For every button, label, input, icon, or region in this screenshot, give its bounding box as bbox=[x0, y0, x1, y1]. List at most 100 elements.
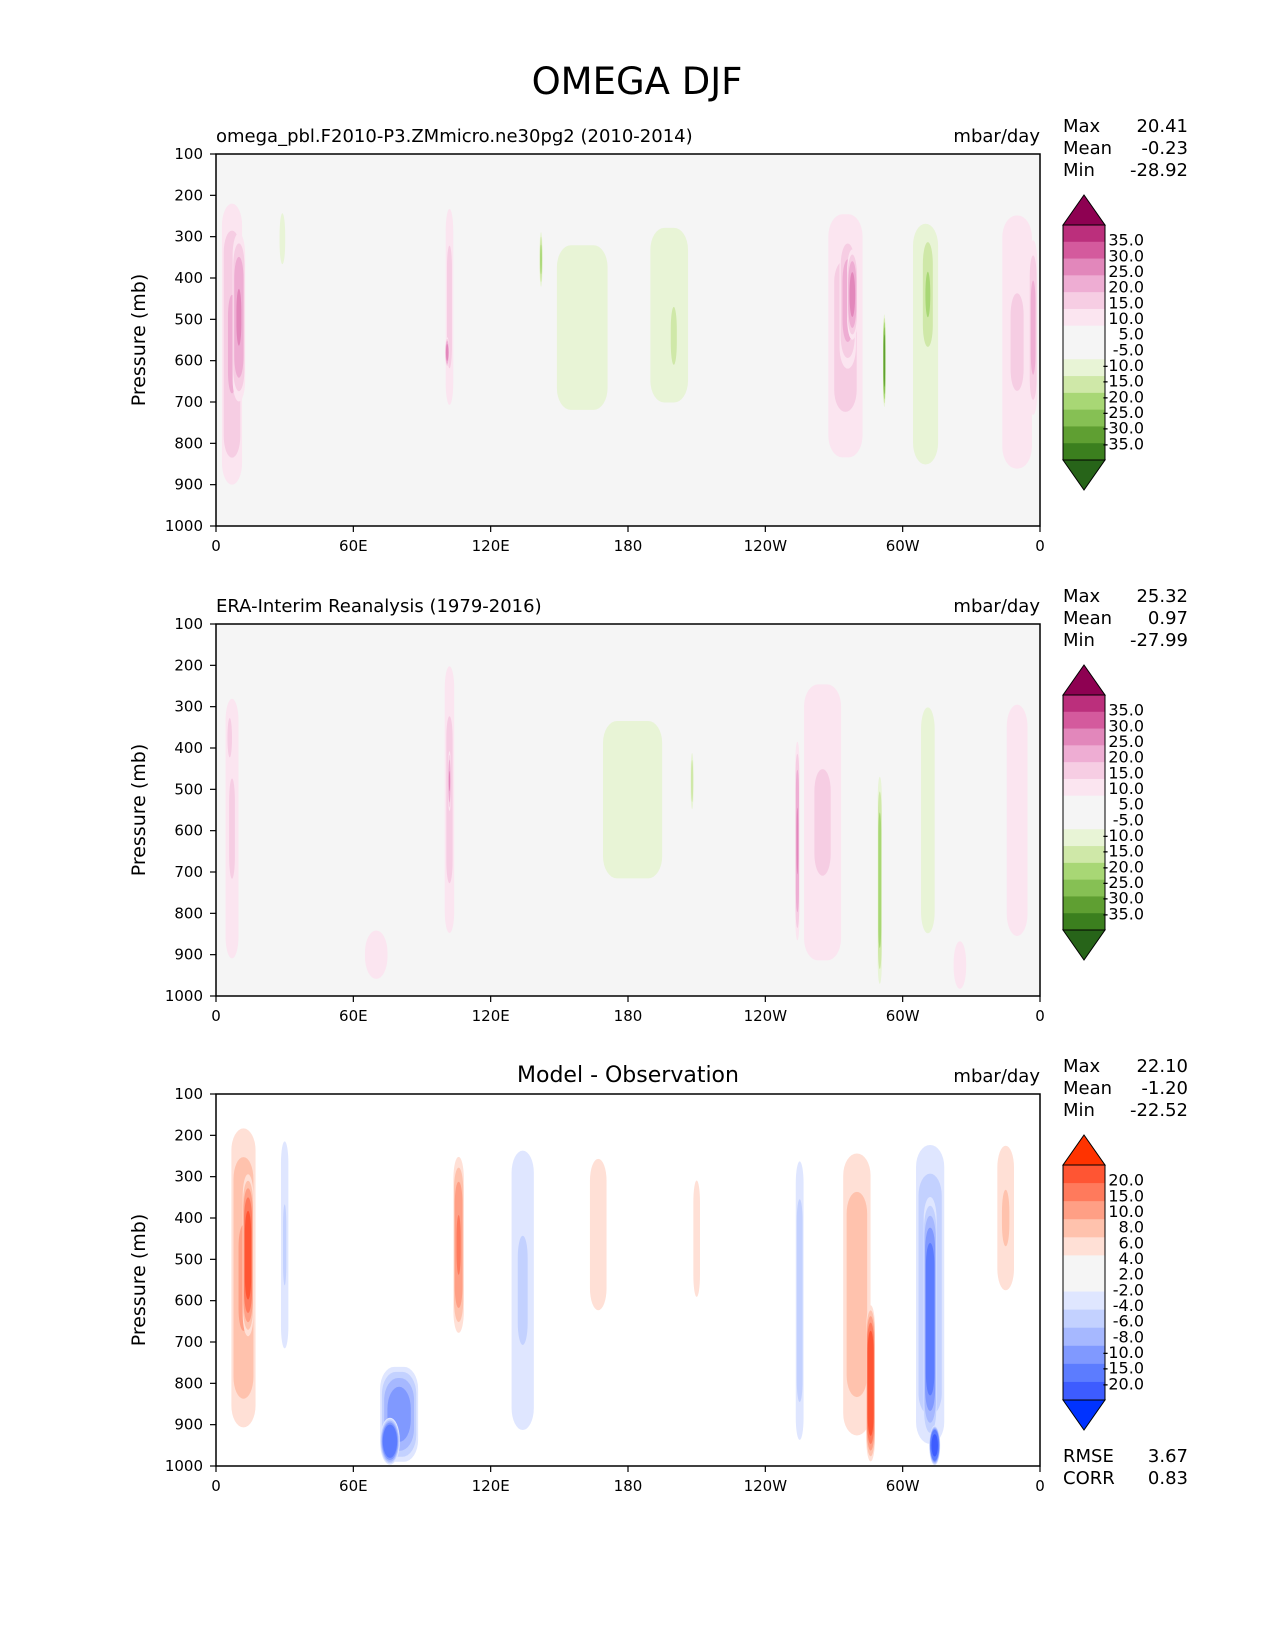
colorbar-level-label: -2.0 bbox=[1113, 1280, 1144, 1299]
colorbar-level-label: -8.0 bbox=[1113, 1327, 1144, 1346]
colorbar-level-label: 30.0 bbox=[1108, 246, 1144, 265]
x-tick-label: 60W bbox=[886, 1477, 920, 1495]
colorbar-extend-top bbox=[1062, 194, 1106, 226]
contour-observation-5-level-0 bbox=[602, 720, 663, 879]
colorbar-segment bbox=[1063, 1345, 1105, 1365]
stat-value: -1.20 bbox=[1141, 1078, 1188, 1099]
y-tick-label: 1000 bbox=[165, 987, 203, 1005]
colorbar-segment bbox=[1063, 292, 1105, 310]
contour-observation-9-level-2 bbox=[878, 812, 882, 949]
contour-observation-10-level-0 bbox=[920, 707, 935, 934]
colorbar-level-label: -15.0 bbox=[1103, 372, 1144, 391]
x-tick-label: 120W bbox=[744, 537, 788, 555]
y-tick-label: 700 bbox=[174, 1333, 203, 1351]
contour-difference-4-level-4 bbox=[382, 1424, 398, 1458]
contour-observation-12-level-0 bbox=[953, 941, 967, 989]
contour-observation-11-level-0 bbox=[1006, 704, 1028, 936]
contour-observation-4-level-0 bbox=[364, 930, 388, 979]
contour-model-8-level-1 bbox=[670, 306, 677, 365]
colorbar-level-label: 35.0 bbox=[1108, 231, 1144, 250]
colorbar-segment bbox=[1063, 1273, 1105, 1293]
y-tick-label: 100 bbox=[174, 615, 203, 633]
colorbar-frame bbox=[1062, 224, 1106, 461]
y-tick-label: 100 bbox=[174, 1085, 203, 1103]
y-tick-label: 700 bbox=[174, 393, 203, 411]
stat-label: Max bbox=[1063, 586, 1101, 607]
panel-observation: 100 200 300 400 500 600 700 800 900 1000 0 60E 120E 1… bbox=[128, 586, 1188, 1025]
y-tick-label: 600 bbox=[174, 1292, 203, 1310]
units-label: mbar/day bbox=[953, 1066, 1040, 1087]
y-axis-label: Pressure (mb) bbox=[128, 274, 150, 407]
x-tick-label: 0 bbox=[1035, 1477, 1045, 1495]
colorbar-segment bbox=[1063, 443, 1105, 461]
colorbar-segment bbox=[1063, 862, 1105, 881]
colorbar-level-label: -25.0 bbox=[1103, 403, 1144, 422]
contour-model-12-level-4 bbox=[883, 334, 886, 387]
x-tick-label: 60W bbox=[886, 537, 920, 555]
contour-model-2-level-0 bbox=[279, 213, 286, 265]
colorbar-segment bbox=[1063, 1255, 1105, 1274]
colorbar-level-label: -5.0 bbox=[1113, 810, 1144, 829]
panel-title: ERA-Interim Reanalysis (1979-2016) bbox=[216, 596, 542, 617]
contour-difference-1-level-4 bbox=[244, 1210, 252, 1300]
colorbar-level-label: 5.0 bbox=[1119, 795, 1144, 814]
contour-difference-5-level-3 bbox=[456, 1214, 461, 1275]
colorbar-level-label: 5.0 bbox=[1119, 325, 1144, 344]
y-tick-label: 600 bbox=[174, 822, 203, 840]
contour-model-15-level-1 bbox=[1010, 293, 1024, 391]
contour-observation-7-level-1 bbox=[814, 769, 831, 876]
contour-model-14-level-2 bbox=[925, 271, 931, 318]
colorbar-segment bbox=[1063, 325, 1105, 343]
y-tick-label: 300 bbox=[174, 1168, 203, 1186]
stat-value: 20.41 bbox=[1136, 116, 1188, 137]
stat-value: -22.52 bbox=[1130, 1100, 1188, 1121]
y-axis-label: Pressure (mb) bbox=[128, 744, 150, 877]
colorbar-extend-top bbox=[1062, 1134, 1106, 1166]
contour-model-3-level-1 bbox=[446, 245, 452, 369]
contour-difference-10-level-1 bbox=[846, 1191, 868, 1398]
colorbar-level-label: -5.0 bbox=[1113, 340, 1144, 359]
colorbar-segment bbox=[1063, 745, 1105, 763]
colorbar-level-label: -6.0 bbox=[1113, 1312, 1144, 1331]
x-tick-label: 0 bbox=[211, 1477, 221, 1495]
contour-difference-2-level-1 bbox=[283, 1204, 287, 1286]
colorbar-segment bbox=[1063, 778, 1105, 797]
colorbar-segment bbox=[1063, 258, 1105, 276]
y-tick-label: 400 bbox=[174, 1209, 203, 1227]
colorbar-segment bbox=[1063, 846, 1105, 864]
y-tick-label: 300 bbox=[174, 698, 203, 716]
colorbar-segment bbox=[1063, 1381, 1105, 1401]
plot-background bbox=[216, 154, 1040, 526]
x-tick-label: 0 bbox=[211, 1007, 221, 1025]
stat-value: 25.32 bbox=[1136, 586, 1188, 607]
stat-label: Max bbox=[1063, 1056, 1101, 1077]
contour-field bbox=[225, 666, 1028, 989]
contour-observation-1-level-1 bbox=[227, 717, 233, 758]
colorbar-segment bbox=[1063, 879, 1105, 897]
colorbar-segment bbox=[1063, 1327, 1105, 1347]
colorbar-level-label: -35.0 bbox=[1103, 904, 1144, 923]
colorbar-segment bbox=[1063, 728, 1105, 746]
figure-title: OMEGA DJF bbox=[532, 60, 743, 103]
x-tick-label: 120W bbox=[744, 1007, 788, 1025]
colorbar-segment bbox=[1063, 359, 1105, 377]
stat-label: Mean bbox=[1063, 608, 1112, 629]
plot-background bbox=[216, 1094, 1040, 1466]
colorbar-extend-bottom bbox=[1062, 1399, 1106, 1431]
colorbar-level-label: -4.0 bbox=[1113, 1296, 1144, 1315]
y-tick-label: 400 bbox=[174, 739, 203, 757]
y-tick-label: 800 bbox=[174, 904, 203, 922]
colorbar-level-label: 6.0 bbox=[1119, 1233, 1144, 1252]
colorbar-segment bbox=[1063, 1165, 1105, 1184]
colorbar-segment bbox=[1063, 275, 1105, 293]
contour-model-1-level-3 bbox=[236, 288, 242, 346]
colorbar-level-label: -10.0 bbox=[1103, 1343, 1144, 1362]
colorbar-level-label: -25.0 bbox=[1103, 873, 1144, 892]
colorbar-segment bbox=[1063, 376, 1105, 394]
contour-difference-7-level-0 bbox=[589, 1158, 607, 1311]
colorbar-segment bbox=[1063, 829, 1105, 847]
colorbar-level-label: 15.0 bbox=[1108, 293, 1144, 312]
colorbar-segment bbox=[1063, 308, 1105, 327]
colorbar-level-label: 15.0 bbox=[1108, 763, 1144, 782]
colorbar-segment bbox=[1063, 426, 1105, 444]
